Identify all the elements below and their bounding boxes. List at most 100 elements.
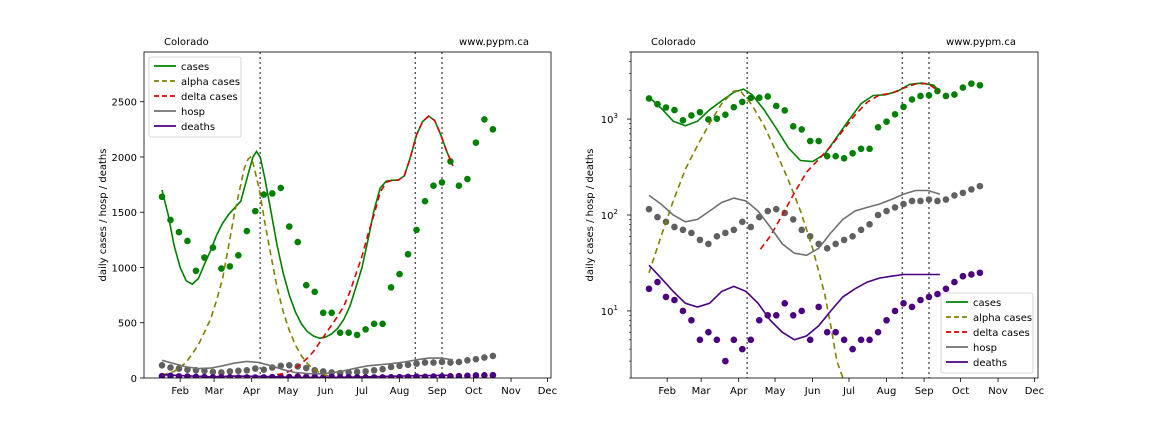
data-point-hosp-obs: [654, 213, 661, 221]
data-point-hosp-obs: [976, 182, 984, 190]
data-point-hosp-obs: [243, 366, 251, 374]
data-point-deaths-obs: [713, 336, 721, 344]
data-point-hosp-obs: [722, 229, 729, 237]
data-point-hosp-obs: [285, 361, 293, 369]
data-point-hosp-obs: [430, 359, 437, 366]
data-point-deaths-obs: [430, 373, 437, 378]
x-tick-label: Aug: [390, 386, 410, 397]
data-point-hosp-obs: [370, 366, 378, 374]
data-point-deaths-obs: [925, 293, 933, 301]
x-tick-label: Oct: [465, 386, 482, 397]
data-point-hosp-obs: [447, 359, 454, 366]
data-point-cases-obs: [353, 331, 361, 339]
data-point-cases-obs: [849, 149, 856, 157]
x-tick-label: May: [765, 386, 786, 397]
data-point-deaths-obs: [252, 374, 259, 378]
data-point-deaths-obs: [645, 285, 653, 293]
data-point-cases-obs: [713, 115, 721, 122]
data-point-cases-obs: [252, 207, 259, 215]
data-point-cases-obs: [489, 126, 497, 133]
data-point-cases-obs: [815, 137, 822, 145]
data-point-hosp-obs: [840, 236, 848, 244]
legend-label: hosp: [973, 343, 997, 354]
legend-label: alpha cases: [973, 313, 1032, 324]
data-point-cases-obs: [959, 84, 967, 91]
data-point-deaths-obs: [840, 336, 848, 344]
panel-1: Colorado www.pypm.ca daily cases / hosp / …: [98, 37, 557, 397]
data-point-deaths-obs: [654, 278, 661, 286]
legend: cases alpha cases delta cases hosp deaths: [940, 292, 1034, 374]
x-tick-label: Feb: [171, 386, 189, 397]
data-point-deaths-obs: [243, 374, 251, 378]
panel-2: Colorado www.pypm.ca daily cases / hosp / …: [585, 37, 1044, 397]
series-line-delta-cases: [276, 115, 454, 376]
data-point-cases-obs: [260, 191, 268, 198]
data-point-cases-obs: [302, 281, 310, 289]
data-point-hosp-obs: [679, 226, 687, 234]
data-point-hosp-obs: [798, 226, 806, 234]
x-tick-label: Dec: [538, 386, 557, 397]
data-point-deaths-obs: [747, 336, 755, 344]
data-point-cases-obs: [798, 126, 806, 133]
y-axis-label: daily cases / hosp / deaths: [98, 149, 109, 282]
data-point-hosp-obs: [917, 197, 924, 205]
x-tick-label: Mar: [205, 386, 225, 397]
data-point-hosp-obs: [951, 192, 958, 199]
data-point-cases-obs: [345, 329, 352, 336]
data-point-hosp-obs: [260, 366, 268, 374]
data-point-hosp-obs: [789, 216, 797, 223]
data-point-hosp-obs: [438, 358, 446, 366]
data-point-cases-obs: [968, 80, 975, 87]
data-point-deaths-obs: [968, 271, 975, 278]
data-point-deaths-obs: [823, 328, 831, 336]
data-point-hosp-obs: [696, 236, 704, 244]
legend-label: deaths: [181, 122, 215, 133]
data-point-hosp-obs: [942, 196, 950, 203]
data-point-hosp-obs: [739, 218, 746, 226]
x-tick-label: Aug: [877, 386, 897, 397]
data-point-cases-obs: [671, 106, 678, 114]
data-point-cases-obs: [840, 154, 848, 162]
data-point-hosp-obs: [747, 223, 755, 231]
data-point-cases-obs: [739, 98, 746, 106]
y-tick-label: 1500: [112, 208, 137, 219]
data-point-deaths-obs: [421, 373, 429, 378]
legend: cases alpha cases delta cases hosp deaths: [148, 56, 242, 138]
data-point-deaths-obs: [874, 328, 882, 336]
legend-label: hosp: [181, 107, 205, 118]
data-point-hosp-obs: [235, 367, 242, 375]
data-point-cases-obs: [277, 184, 285, 192]
y-tick-label: 500: [118, 319, 137, 330]
data-point-cases-obs: [370, 320, 378, 328]
data-point-deaths-obs: [679, 307, 687, 315]
data-point-cases-obs: [823, 152, 831, 160]
data-point-hosp-obs: [379, 365, 386, 373]
y-tick-label: 103: [601, 112, 618, 126]
data-point-cases-obs: [387, 284, 395, 291]
data-point-cases-obs: [268, 190, 276, 197]
x-tick-label: Nov: [988, 386, 1008, 397]
data-point-deaths-obs: [798, 307, 806, 315]
data-point-deaths-obs: [832, 328, 839, 336]
data-point-deaths-obs: [705, 328, 712, 336]
panel-title-left: Colorado: [164, 37, 209, 48]
data-point-deaths-obs: [976, 269, 984, 277]
data-point-hosp-obs: [396, 362, 403, 370]
data-point-hosp-obs: [387, 363, 395, 371]
data-point-cases-obs: [883, 118, 890, 125]
data-point-deaths-obs: [472, 372, 480, 378]
x-tick-label: Nov: [501, 386, 521, 397]
data-point-cases-obs: [362, 326, 369, 333]
data-point-deaths-obs: [781, 300, 789, 307]
data-point-deaths-obs: [917, 296, 924, 304]
data-point-deaths-obs: [849, 345, 856, 353]
data-point-hosp-obs: [968, 186, 975, 193]
plot-frame: [630, 51, 1039, 379]
data-point-hosp-obs: [925, 196, 933, 203]
data-point-cases-obs: [806, 137, 814, 145]
data-point-deaths-obs: [866, 336, 873, 344]
data-point-hosp-obs: [302, 364, 310, 372]
data-point-hosp-obs: [891, 204, 899, 211]
data-point-deaths-obs: [789, 312, 797, 319]
data-point-deaths-obs: [815, 303, 822, 311]
